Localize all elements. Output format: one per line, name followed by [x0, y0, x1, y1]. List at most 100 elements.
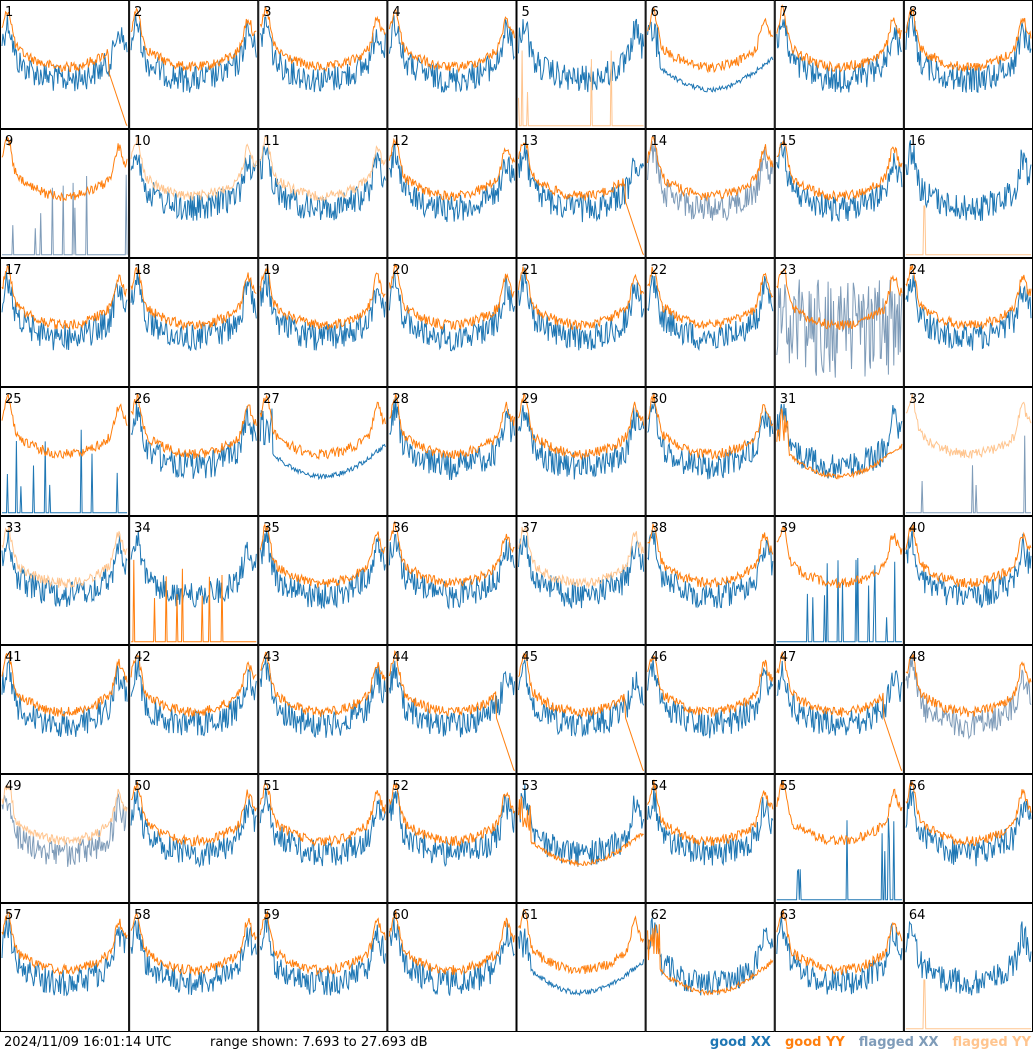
- panel-frame: [516, 0, 646, 129]
- series-xx-40: [905, 527, 1032, 608]
- panel-label-53: 53: [522, 779, 539, 794]
- panel-frame: [516, 645, 646, 774]
- series-yy-41: [1, 651, 128, 718]
- panel-label-63: 63: [780, 908, 797, 923]
- panel-label-39: 39: [780, 521, 797, 536]
- panel-34: 34: [129, 516, 259, 645]
- panel-label-50: 50: [134, 779, 151, 794]
- panel-label-1: 1: [5, 5, 13, 20]
- series-xx-4: [388, 15, 515, 93]
- panel-label-32: 32: [909, 392, 926, 407]
- panel-57: 57: [0, 903, 130, 1032]
- legend: good XX good YY flagged XX flagged YY: [710, 1035, 1031, 1050]
- series-yy-16: [905, 205, 1031, 256]
- series-yy-33: [1, 525, 128, 589]
- panel-label-22: 22: [651, 263, 668, 278]
- series-xx-22: [647, 274, 774, 352]
- series-xx-49: [1, 793, 128, 867]
- panel-54: 54: [645, 774, 775, 903]
- panel-frame: [903, 258, 1033, 387]
- series-xx-9: [2, 174, 128, 256]
- panel-label-15: 15: [780, 134, 797, 149]
- series-yy-11: [259, 135, 386, 202]
- panel-52: 52: [387, 774, 517, 903]
- panel-14: 14: [645, 129, 775, 258]
- series-xx-13: [518, 144, 645, 223]
- series-xx-54: [647, 784, 774, 867]
- panel-frame: [0, 0, 130, 129]
- series-xx-48: [905, 657, 1032, 740]
- panel-label-56: 56: [909, 779, 926, 794]
- panel-12: 12: [387, 129, 517, 258]
- panel-label-30: 30: [651, 392, 668, 407]
- panel-41: 41: [0, 645, 130, 774]
- series-yy-48: [905, 654, 1032, 718]
- panel-label-51: 51: [263, 779, 280, 794]
- panel-25: 25: [0, 387, 130, 516]
- series-yy-3: [259, 6, 386, 73]
- panel-label-48: 48: [909, 650, 926, 665]
- panel-label-33: 33: [5, 521, 22, 536]
- series-yy-59: [259, 910, 386, 977]
- series-yy-27: [259, 394, 386, 461]
- panel-label-46: 46: [651, 650, 668, 665]
- series-yy-42: [130, 653, 257, 717]
- series-xx-41: [1, 660, 128, 737]
- panel-frame: [645, 903, 775, 1032]
- panel-frame: [0, 645, 130, 774]
- series-xx-16: [905, 140, 1032, 222]
- panel-8: 8: [903, 0, 1033, 129]
- panel-label-18: 18: [134, 263, 151, 278]
- panel-36: 36: [387, 516, 517, 645]
- series-xx-47: [776, 660, 903, 736]
- panel-53: 53: [516, 774, 646, 903]
- panel-label-34: 34: [134, 521, 151, 536]
- panel-label-28: 28: [392, 392, 409, 407]
- panel-46: 46: [645, 645, 775, 774]
- panel-label-9: 9: [5, 134, 13, 149]
- panel-label-60: 60: [392, 908, 409, 923]
- panel-label-52: 52: [392, 779, 409, 794]
- series-xx-63: [776, 916, 903, 995]
- series-yy-58: [130, 911, 257, 977]
- panel-label-16: 16: [909, 134, 926, 149]
- series-xx-29: [518, 405, 645, 480]
- series-yy-8: [905, 7, 1032, 72]
- series-xx-51: [259, 787, 386, 867]
- series-xx-25: [2, 429, 128, 514]
- panel-26: 26: [129, 387, 259, 516]
- panel-frame: [516, 387, 646, 516]
- legend-good-yy: good YY: [784, 1035, 845, 1050]
- series-xx-36: [388, 533, 515, 610]
- series-xx-56: [905, 785, 1032, 867]
- panel-label-10: 10: [134, 134, 151, 149]
- series-yy-24: [905, 264, 1032, 330]
- panel-22: 22: [645, 258, 775, 387]
- panel-label-21: 21: [522, 263, 539, 278]
- panel-6: 6: [645, 0, 775, 129]
- panel-label-2: 2: [134, 5, 142, 20]
- panel-5: 5: [516, 0, 646, 129]
- panel-label-19: 19: [263, 263, 280, 278]
- panel-24: 24: [903, 258, 1033, 387]
- series-xx-39: [776, 557, 902, 643]
- series-yy-10: [130, 136, 257, 201]
- series-xx-6: [647, 21, 774, 93]
- series-yy-15: [776, 140, 903, 203]
- panel-label-43: 43: [263, 650, 280, 665]
- series-xx-11: [259, 145, 386, 221]
- series-yy-19: [259, 265, 386, 331]
- series-xx-58: [130, 919, 257, 996]
- panel-label-42: 42: [134, 650, 151, 665]
- series-yy-32: [905, 393, 1032, 459]
- panel-label-8: 8: [909, 5, 917, 20]
- series-yy-62: [647, 924, 774, 996]
- panel-label-4: 4: [392, 5, 400, 20]
- panel-44: 44: [387, 645, 517, 774]
- panel-62: 62: [645, 903, 775, 1032]
- panel-frame: [774, 516, 904, 645]
- panel-27: 27: [258, 387, 388, 516]
- panel-4: 4: [387, 0, 517, 129]
- series-yy-34: [131, 559, 257, 643]
- series-yy-44: [388, 649, 515, 772]
